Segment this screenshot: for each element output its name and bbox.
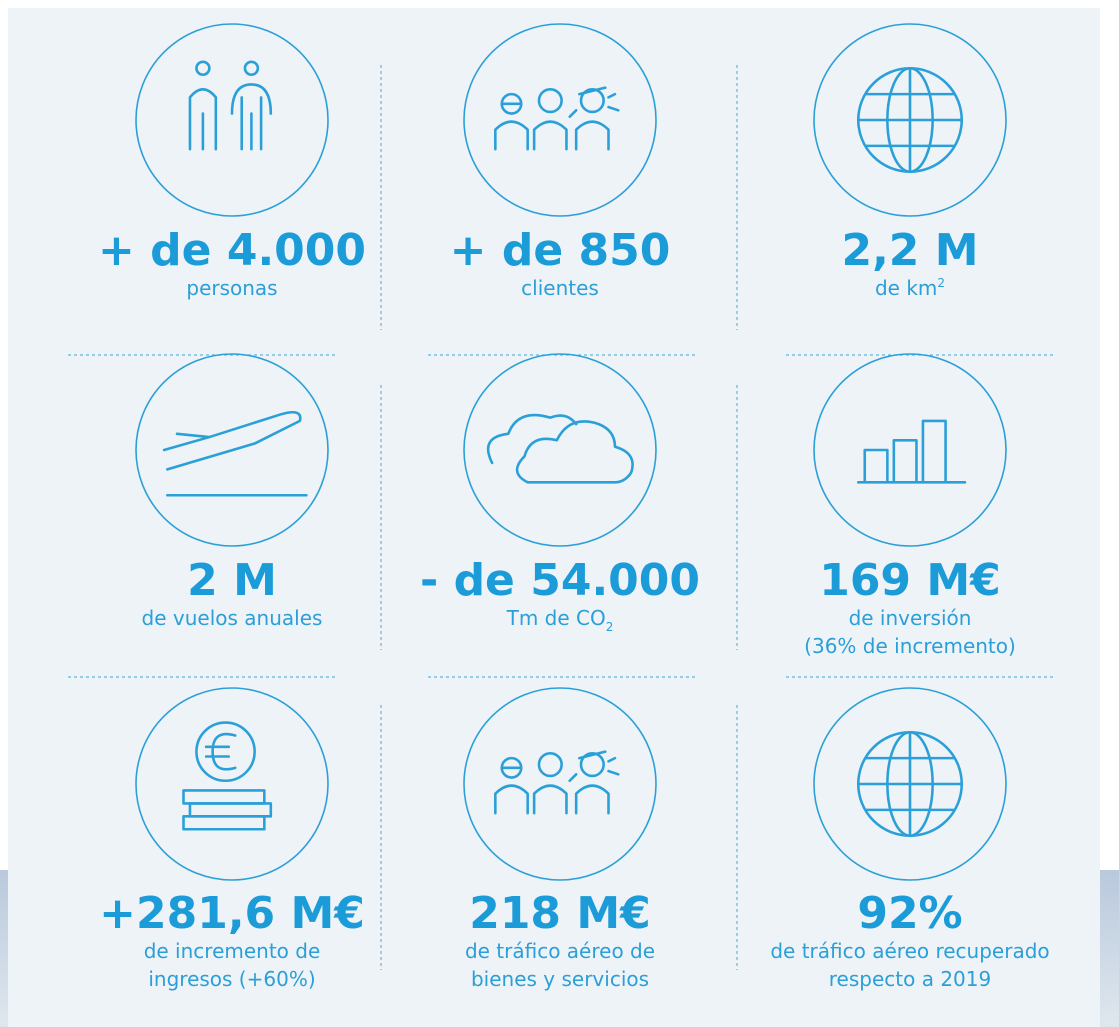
stat-value: - de 54.000 [420, 555, 700, 606]
stat-label: clientes [521, 276, 599, 300]
stat-label: respecto a 2019 [829, 967, 991, 991]
stat-label: personas [186, 276, 277, 300]
stat-label-text: (36% de incremento) [804, 634, 1016, 658]
stat-label: ingresos (+60%) [148, 967, 315, 991]
stat-value: 2,2 M [841, 225, 978, 276]
stat-label-text: personas [186, 276, 277, 300]
stat-label-text: de incremento de [144, 939, 321, 963]
stat-label-text: Tm de CO [506, 606, 606, 630]
stat-label: de tráfico aéreo de [465, 939, 655, 963]
stat-label: de km2 [875, 276, 945, 300]
panel [40, 870, 1100, 1027]
stat-label-text: clientes [521, 276, 599, 300]
stat-label: (36% de incremento) [804, 634, 1016, 658]
stat-value: +281,6 M€ [99, 888, 365, 939]
stat-label: bienes y servicios [471, 967, 649, 991]
stat-label: de tráfico aéreo recuperado [770, 939, 1049, 963]
stat-label: de incremento de [144, 939, 321, 963]
stat-label-text: respecto a 2019 [829, 967, 991, 991]
icon-circles [135, 23, 1007, 881]
panel [8, 8, 1100, 1027]
stat-label: de vuelos anuales [142, 606, 323, 630]
stat-label: Tm de CO2 [506, 606, 614, 634]
stat-value: + de 4.000 [98, 225, 366, 276]
stat-label-text: de vuelos anuales [142, 606, 323, 630]
stat-label: de inversión [849, 606, 972, 630]
superscript: 2 [937, 276, 945, 290]
subscript: 2 [606, 620, 614, 634]
dividers [68, 65, 1053, 970]
stat-label-text: de km [875, 276, 937, 300]
stat-label-text: de tráfico aéreo de [465, 939, 655, 963]
stat-value: + de 850 [450, 225, 671, 276]
stat-value: 218 M€ [469, 888, 651, 939]
stat-value: 169 M€ [819, 555, 1001, 606]
stat-label-text: de tráfico aéreo recuperado [770, 939, 1049, 963]
photo-strip [1100, 870, 1119, 1027]
stat-label-text: bienes y servicios [471, 967, 649, 991]
stat-label-text: ingresos (+60%) [148, 967, 315, 991]
stat-value: 2 M [187, 555, 277, 606]
stat-label-text: de inversión [849, 606, 972, 630]
stat-value: 92% [857, 888, 962, 939]
